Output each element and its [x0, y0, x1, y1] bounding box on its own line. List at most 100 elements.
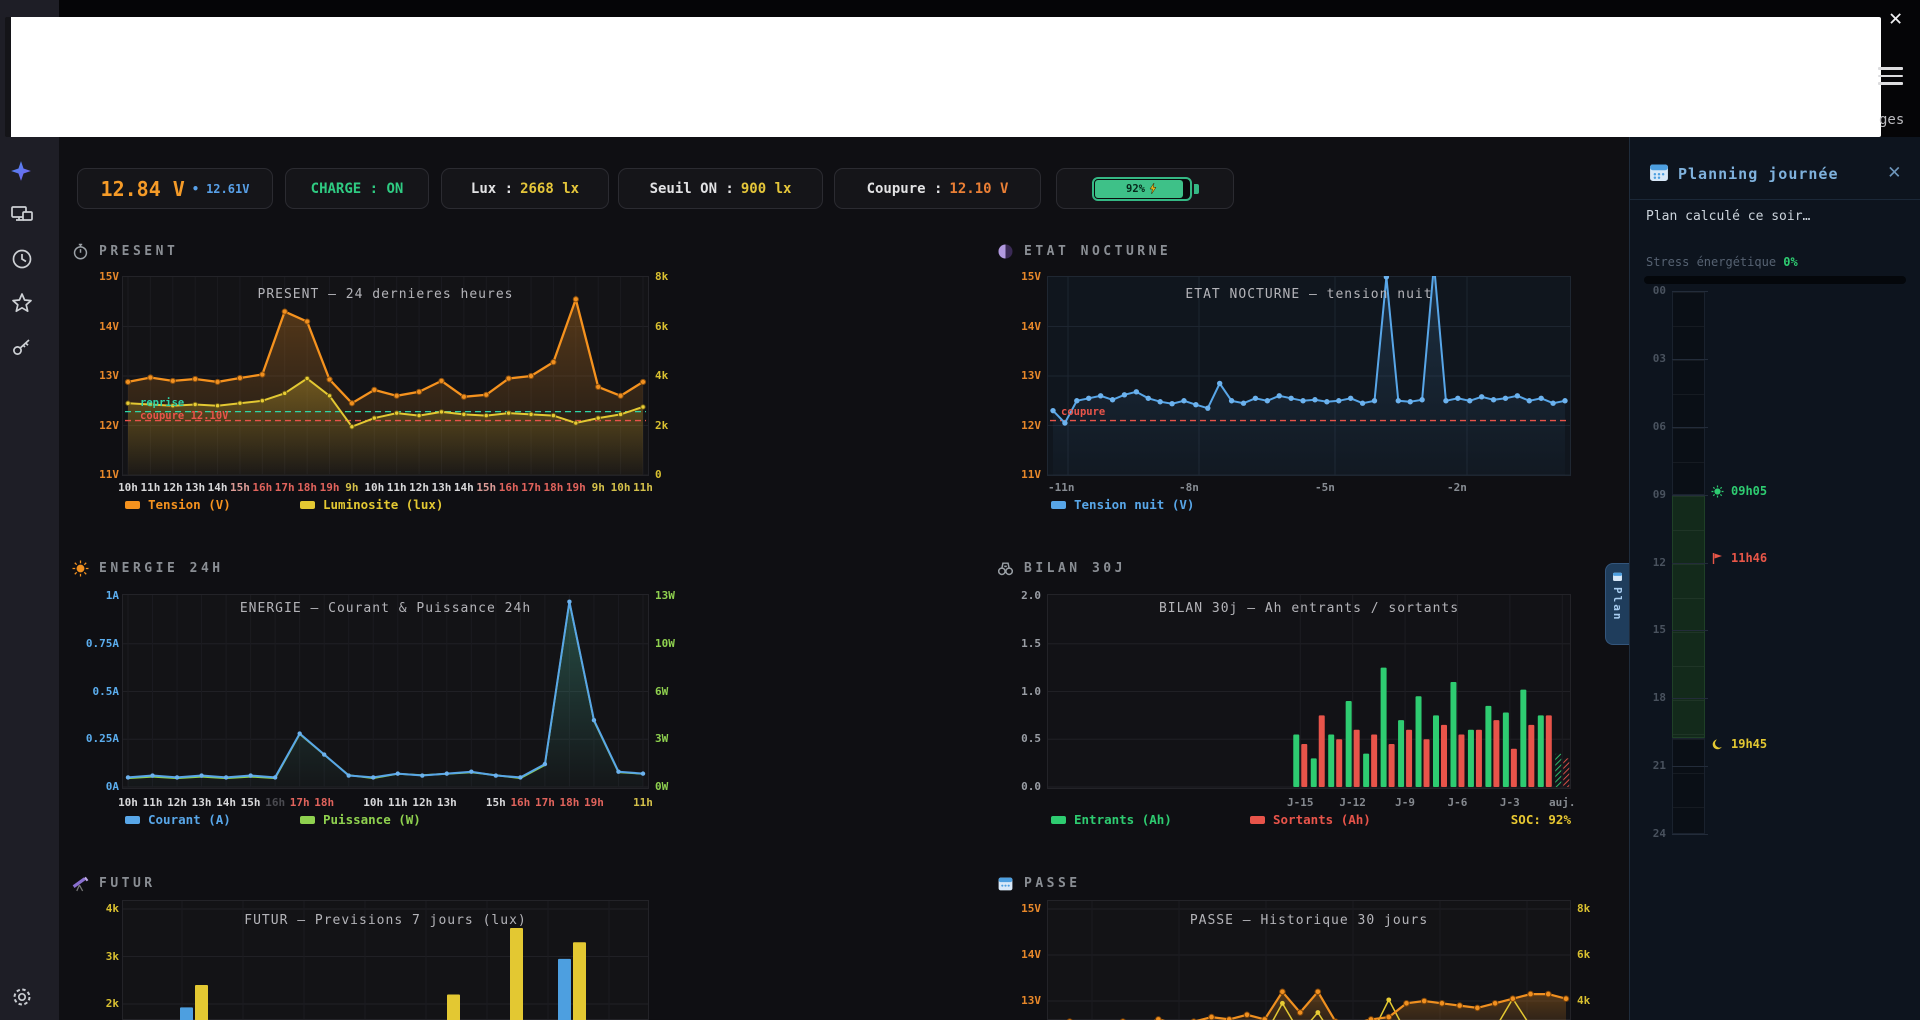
x-axis-tick: 17h	[521, 481, 541, 494]
left-sidebar	[0, 0, 59, 1020]
soc-readout: SOC: 92%	[1510, 812, 1571, 827]
planning-close-icon[interactable]: ✕	[1888, 159, 1901, 183]
timeline-hour-label: 18	[1652, 691, 1666, 705]
x-axis-tick: 15h	[230, 481, 250, 494]
planning-header: Planning journée ✕	[1630, 137, 1920, 200]
chart-title-futur: FUTUR — Previsions 7 jours (lux)	[244, 913, 527, 928]
x-axis-tick: 9h	[345, 481, 359, 494]
y-axis-tick: 4k	[655, 369, 669, 382]
timeline-hour-label: 12	[1652, 555, 1666, 569]
timeline-hour-label: 15	[1652, 623, 1666, 637]
x-axis-tick: 11h	[633, 796, 653, 809]
etat-nocturne-chart	[1047, 276, 1571, 476]
legend-swatch	[300, 500, 315, 509]
panel-header-bilan: BILAN 30J	[997, 558, 1126, 578]
energie-chart	[122, 594, 649, 789]
seuil-card: Seuil ON : 900 lx	[618, 168, 823, 209]
history-clock-icon[interactable]	[10, 244, 50, 274]
planning-event-flag: 11h46	[1711, 551, 1767, 565]
panel-header-present: PRESENT	[72, 241, 178, 261]
legend-item: Tension nuit (V)	[1051, 497, 1194, 512]
lux-card: Lux : 2668 lx	[441, 168, 609, 209]
y-axis-tick: 0.75A	[85, 636, 119, 650]
x-axis-tick: 18h	[314, 796, 335, 809]
x-axis-tick: J-9	[1395, 796, 1415, 809]
y-axis-tick: 6W	[655, 684, 669, 698]
sun-icon	[72, 560, 89, 576]
voltage-main: 12.84 V	[100, 176, 185, 201]
timeline-night-block	[1672, 291, 1705, 495]
key-icon[interactable]	[10, 332, 50, 362]
stress-label: Stress énergétique 0%	[1646, 255, 1798, 269]
annotation-coupure: coupure	[1061, 405, 1106, 418]
timeline-hour-line	[1672, 766, 1708, 768]
stopwatch-icon	[73, 243, 88, 259]
moon-phase-icon	[998, 243, 1013, 259]
x-axis-tick: 15h	[485, 796, 506, 809]
x-axis-tick: 10h	[118, 481, 138, 494]
coupure-label: Coupure :	[866, 180, 943, 197]
seuil-value: 900 lx	[740, 180, 792, 197]
timeline-hour-label: 00	[1652, 284, 1666, 297]
sparkle-icon[interactable]	[10, 156, 50, 186]
lux-label: Lux :	[470, 180, 514, 197]
y-axis-tick: 10W	[655, 636, 675, 650]
y-axis-tick: 13V	[1021, 994, 1041, 1007]
x-axis-tick: 12h	[412, 796, 433, 809]
y-axis-tick: 15V	[99, 270, 119, 283]
legend-item: Courant (A)	[125, 812, 231, 827]
x-axis-tick: 11h	[142, 796, 163, 809]
x-axis-tick: 9h	[591, 481, 605, 494]
x-axis-tick: 19h	[319, 481, 340, 494]
y-axis-tick: 0A	[105, 780, 119, 793]
present-chart	[122, 276, 649, 476]
planning-event-sunrise: 09h05	[1711, 484, 1767, 498]
y-axis-tick: 14V	[1021, 948, 1041, 961]
y-axis-tick: 11V	[99, 468, 119, 481]
y-axis-tick: 8k	[655, 270, 669, 283]
panel-header-etat: ETAT NOCTURNE	[997, 241, 1171, 261]
calendar-icon	[998, 877, 1013, 890]
x-axis-tick: 18h	[297, 481, 318, 494]
legend-swatch	[1250, 815, 1265, 824]
x-axis-tick: 18h	[559, 796, 580, 809]
charge-card: CHARGE : ON	[285, 168, 429, 209]
devices-icon[interactable]	[10, 200, 50, 230]
legend-item: Luminosite (lux)	[300, 497, 443, 512]
battery-nub	[1193, 183, 1199, 194]
y-axis-tick: 1.5	[1021, 636, 1041, 650]
timeline-hour-label: 21	[1652, 759, 1666, 773]
chart-title-present: PRESENT — 24 dernieres heures	[257, 287, 514, 302]
star-icon[interactable]	[10, 288, 50, 318]
x-axis-tick: 13h	[436, 796, 457, 809]
y-axis-tick: 15V	[1021, 270, 1041, 283]
x-axis-tick: 12h	[162, 481, 183, 494]
calendar-icon	[1650, 164, 1668, 181]
x-axis-tick: 11h	[140, 481, 161, 494]
window-close-icon[interactable]: ✕	[1889, 6, 1903, 31]
hamburger-menu-icon[interactable]	[1878, 67, 1903, 87]
x-axis-tick: -11n	[1048, 481, 1075, 494]
settings-gear-icon[interactable]	[10, 982, 50, 1012]
x-axis-tick: 13h	[185, 481, 206, 494]
dot-separator: •	[191, 181, 200, 196]
y-axis-tick: 0W	[655, 780, 669, 793]
y-axis-tick: 13V	[99, 369, 119, 382]
timeline-hour-line	[1672, 562, 1708, 564]
legend-swatch	[300, 815, 315, 824]
timeline-hour-label: 09	[1652, 487, 1666, 501]
chart-title-etat: ETAT NOCTURNE — tension nuit	[1185, 287, 1433, 302]
lux-value: 2668 lx	[520, 180, 580, 197]
moon-icon	[1712, 739, 1722, 749]
x-axis-tick: 11h	[387, 796, 408, 809]
x-axis-tick: 13h	[431, 481, 452, 494]
chart-title-passe: PASSE — Historique 30 jours	[1189, 913, 1429, 928]
plan-tab[interactable]: Plan	[1605, 563, 1629, 645]
battery-percent: 92%	[1126, 182, 1145, 195]
timeline-hour-label: 03	[1652, 351, 1666, 365]
annotation-coupure: coupure 12.10V	[140, 409, 229, 422]
battery-gauge: 92%	[1091, 176, 1192, 201]
x-axis-tick: -8n	[1179, 481, 1199, 494]
dashboard-main: 12.84 V • 12.61V CHARGE : ON Lux : 2668 …	[59, 137, 1629, 1020]
settings-label-fragment[interactable]: ges	[1879, 112, 1905, 128]
